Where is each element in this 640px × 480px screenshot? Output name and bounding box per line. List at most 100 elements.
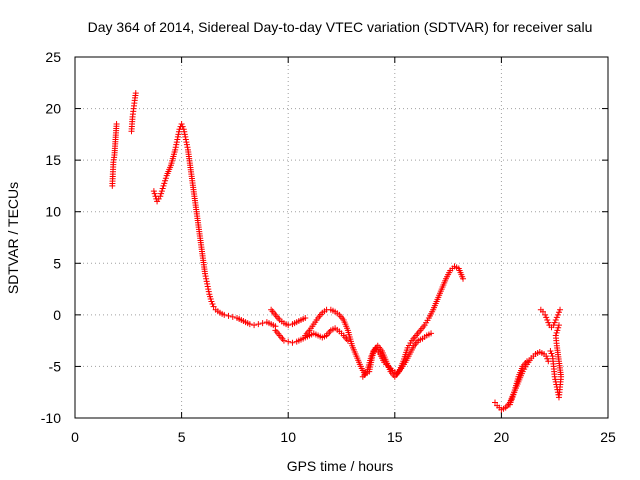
data-point xyxy=(205,288,212,295)
data-point xyxy=(285,338,292,345)
data-point xyxy=(173,139,180,146)
data-point xyxy=(285,322,292,329)
data-point xyxy=(555,324,562,331)
x-axis-label: GPS time / hours xyxy=(287,458,394,474)
data-point xyxy=(181,128,188,135)
data-point xyxy=(179,123,186,130)
x-tick-label: 5 xyxy=(178,429,186,445)
data-point xyxy=(551,373,558,380)
data-point xyxy=(543,353,550,360)
data-point xyxy=(460,275,467,282)
data-point xyxy=(174,136,181,143)
x-tick-label: 20 xyxy=(494,429,510,445)
data-point xyxy=(202,270,209,277)
data-point xyxy=(545,319,552,326)
data-point xyxy=(160,182,167,189)
data-point xyxy=(523,358,530,365)
data-point xyxy=(203,278,210,285)
x-axis-ticks: 0 5 10 15 20 25 xyxy=(71,57,616,445)
data-point xyxy=(183,139,190,146)
data-point xyxy=(557,306,564,313)
data-point xyxy=(554,327,561,334)
data-point xyxy=(251,322,258,329)
y-tick-label: 25 xyxy=(45,49,61,65)
y-axis-ticks: -10 -5 0 5 10 15 20 25 xyxy=(41,49,608,426)
data-point xyxy=(552,317,559,324)
data-point xyxy=(555,309,562,316)
data-points xyxy=(109,90,565,413)
y-tick-label: 20 xyxy=(45,101,61,117)
data-point xyxy=(259,320,266,327)
data-point xyxy=(539,308,546,315)
data-point xyxy=(289,339,296,346)
data-point xyxy=(551,319,558,326)
data-point xyxy=(544,317,551,324)
data-point xyxy=(302,314,309,321)
y-tick-label: 5 xyxy=(53,255,61,271)
data-point xyxy=(208,298,215,305)
data-point xyxy=(173,141,180,148)
data-point xyxy=(210,303,217,310)
y-tick-label: -10 xyxy=(41,410,61,426)
data-point xyxy=(554,311,561,318)
data-point xyxy=(542,311,549,318)
data-point xyxy=(204,283,211,290)
data-point xyxy=(246,321,253,328)
data-point xyxy=(553,314,560,321)
data-point xyxy=(157,193,164,200)
data-point xyxy=(162,177,169,184)
data-point xyxy=(158,190,165,197)
data-point xyxy=(180,126,187,133)
x-tick-label: 25 xyxy=(600,429,616,445)
data-point xyxy=(548,350,555,357)
data-point xyxy=(178,121,185,128)
data-point xyxy=(229,313,236,320)
data-point xyxy=(552,332,559,339)
data-point xyxy=(544,355,551,362)
data-point xyxy=(175,131,182,138)
data-point xyxy=(113,121,120,128)
y-tick-label: 10 xyxy=(45,204,61,220)
data-point xyxy=(159,185,166,192)
data-point xyxy=(181,131,188,138)
x-tick-label: 10 xyxy=(280,429,296,445)
data-point xyxy=(182,133,189,140)
x-tick-label: 0 xyxy=(71,429,79,445)
data-point xyxy=(209,301,216,308)
data-point xyxy=(255,321,262,328)
data-point xyxy=(547,347,554,354)
y-tick-label: 0 xyxy=(53,307,61,323)
data-point xyxy=(550,322,557,329)
grid-lines xyxy=(75,57,608,418)
data-point xyxy=(151,190,158,197)
plot-frame xyxy=(74,56,609,419)
y-axis-label: SDTVAR / TECUs xyxy=(5,182,21,294)
data-point xyxy=(225,312,232,319)
y-tick-label: -5 xyxy=(49,358,62,374)
data-point xyxy=(552,376,559,383)
data-point xyxy=(158,188,165,195)
data-point xyxy=(221,311,228,318)
data-point xyxy=(428,330,435,337)
data-point xyxy=(205,286,212,293)
data-point xyxy=(162,175,169,182)
y-tick-label: 15 xyxy=(45,152,61,168)
data-point xyxy=(183,141,190,148)
data-point xyxy=(172,146,179,153)
data-point xyxy=(492,399,499,406)
data-point xyxy=(150,188,157,195)
data-point xyxy=(161,180,168,187)
data-point xyxy=(555,322,562,329)
data-point xyxy=(543,314,550,321)
data-point xyxy=(204,280,211,287)
data-point xyxy=(553,329,560,336)
data-point xyxy=(132,90,139,97)
data-point xyxy=(182,136,189,143)
data-point xyxy=(203,275,210,282)
data-point xyxy=(172,144,179,151)
x-tick-label: 15 xyxy=(387,429,403,445)
data-point xyxy=(175,128,182,135)
data-point xyxy=(174,133,181,140)
